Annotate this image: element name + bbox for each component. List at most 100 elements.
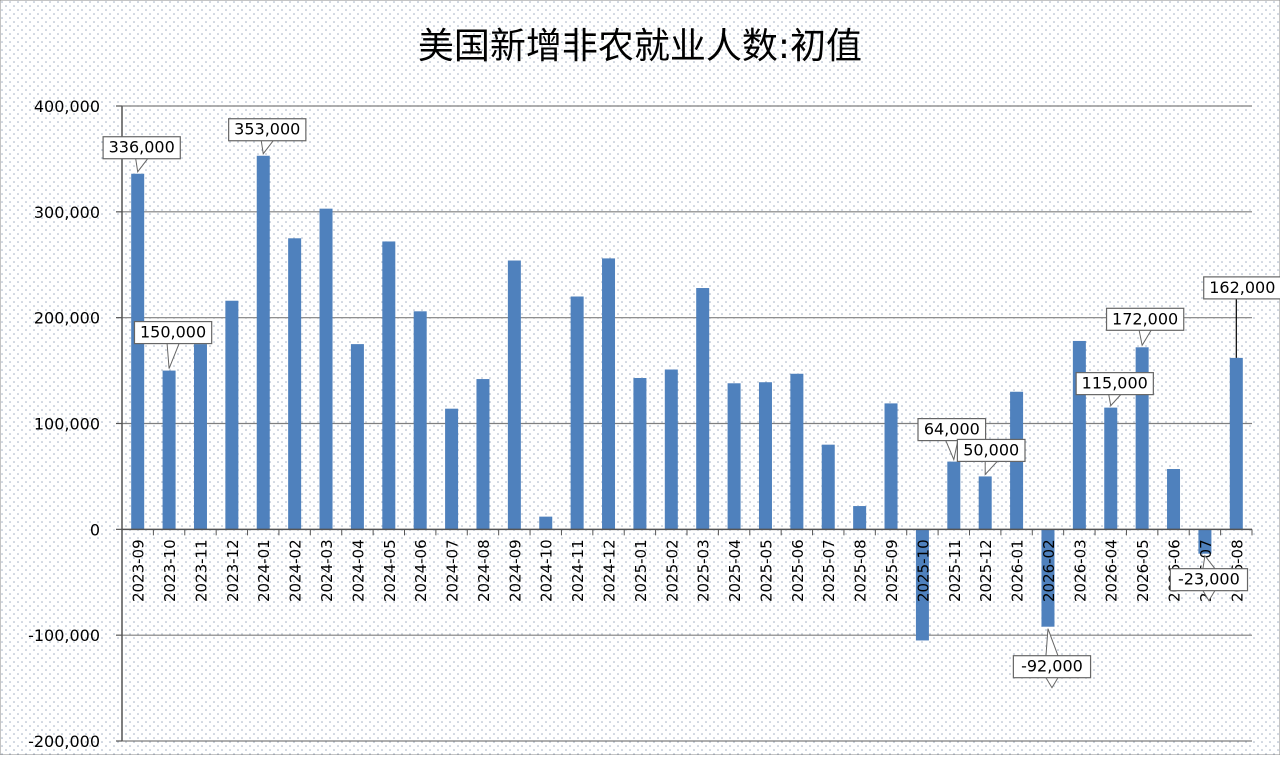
x-tick-label: 2025-01 [632, 539, 650, 602]
callout-2026-08: 162,000 [1203, 276, 1280, 358]
x-tick-label: 2024-03 [318, 539, 336, 602]
bar-2025-01 [633, 377, 647, 530]
bar-2025-12 [978, 476, 992, 530]
data-label: 172,000 [1112, 309, 1178, 328]
bar-2024-01 [256, 155, 270, 530]
callout-pointer [1045, 628, 1059, 656]
bar-2024-09 [507, 260, 521, 530]
bar-2024-10 [539, 516, 553, 530]
callout-pointer [1045, 677, 1059, 689]
callout-box [956, 438, 1026, 463]
bar-2025-08 [853, 506, 867, 530]
callout-box [1105, 307, 1185, 331]
y-tick-label: 0 [90, 520, 100, 539]
bar-2024-11 [570, 296, 584, 530]
bar-2026-04 [1104, 407, 1118, 530]
data-label: -92,000 [1021, 657, 1083, 676]
callout-pointer [1108, 394, 1122, 407]
x-tick-label: 2024-05 [381, 539, 399, 602]
x-tick-label: 2024-08 [475, 539, 493, 602]
callout-2025-11: 64,000 [917, 418, 987, 462]
callout-pointer [260, 140, 274, 155]
x-tick-label: 2026-05 [1134, 539, 1152, 602]
bar-2024-08 [476, 379, 490, 530]
data-label: 50,000 [963, 440, 1019, 459]
callout-2024-01: 353,000 [228, 118, 307, 155]
data-label: 150,000 [140, 323, 206, 342]
y-axis-tick-labels: -200,000 -100,000 0 100,000 200,000 300,000 40… [28, 97, 100, 751]
bar-2025-02 [664, 369, 678, 530]
y-tick-label: -100,000 [28, 626, 100, 645]
x-tick-label: 2025-02 [663, 539, 681, 602]
bar-2023-12 [225, 300, 239, 530]
x-tick-label: 2025-05 [757, 539, 775, 602]
x-tick-label: 2026-02 [1040, 539, 1058, 602]
bar-2024-07 [445, 408, 459, 530]
bar-2025-11 [947, 461, 961, 530]
x-axis-tick-labels: 2023-09 2023-10 2023-11 2023-12 2024-01 2024-… [130, 539, 1247, 602]
bar-2025-06 [790, 373, 804, 530]
bar-2024-03 [319, 208, 333, 530]
x-tick-label: 2024-10 [538, 539, 556, 602]
bar-2023-11 [193, 344, 207, 530]
callout-pointer [1138, 330, 1152, 347]
callout-box [1203, 276, 1280, 300]
bar-2026-03 [1072, 340, 1086, 530]
bars [131, 155, 1243, 641]
x-tick-label: 2025-03 [695, 539, 713, 602]
x-tick-label: 2025-07 [820, 539, 838, 602]
bar-2025-10 [915, 529, 929, 641]
bar-2025-07 [821, 444, 835, 530]
x-tick-label: 2024-06 [412, 539, 430, 602]
x-tick-label: 2023-10 [161, 539, 179, 602]
x-tick-label: 2024-04 [349, 539, 367, 602]
gridlines [122, 105, 1252, 742]
callout-2023-10: 150,000 [133, 320, 213, 369]
callout-2025-12: 50,000 [956, 438, 1026, 476]
callout-box [1169, 568, 1249, 592]
bar-2026-08 [1229, 357, 1243, 530]
x-tick-label: 2025-12 [977, 539, 995, 602]
data-label: 336,000 [109, 138, 175, 157]
callout-box [102, 136, 181, 160]
x-tick-label: 2023-12 [224, 539, 242, 602]
bar-2024-04 [350, 344, 364, 530]
callout-2026-07: -23,000 [1169, 554, 1249, 602]
data-label: 115,000 [1082, 374, 1148, 393]
bar-2024-12 [602, 258, 616, 530]
x-tick-label: 2025-11 [946, 539, 964, 602]
bar-2026-06 [1167, 469, 1181, 530]
bar-2025-09 [884, 403, 898, 530]
callout-2026-02: -92,000 [1012, 628, 1092, 689]
callout-2026-04: 115,000 [1075, 372, 1154, 407]
data-label: 162,000 [1209, 278, 1275, 297]
callout-pointer [984, 461, 998, 476]
data-label: -23,000 [1178, 570, 1240, 589]
callout-pointer [1202, 590, 1216, 602]
bar-2026-07 [1198, 529, 1212, 554]
x-tick-label: 2026-03 [1071, 539, 1089, 602]
x-tick-label: 2024-09 [506, 539, 524, 602]
bar-2026-02 [1041, 529, 1055, 627]
bar-2023-09 [131, 173, 145, 530]
bar-2024-06 [413, 311, 427, 530]
data-label: 64,000 [924, 420, 980, 439]
x-tick-label: 2024-12 [601, 539, 619, 602]
bar-2024-02 [288, 238, 302, 530]
callout-pointer [945, 440, 959, 462]
data-label: 353,000 [234, 120, 300, 139]
y-tick-label: 300,000 [34, 203, 100, 222]
x-tick-label: 2025-10 [914, 539, 932, 602]
x-tick-label: 2024-11 [569, 539, 587, 602]
callout-pointer [1202, 554, 1216, 569]
callout-box [917, 418, 987, 442]
x-tick-label: 2023-09 [130, 539, 148, 602]
callout-box [228, 118, 307, 142]
x-tick-label: 2025-06 [789, 539, 807, 602]
x-tick-label: 2025-08 [852, 539, 870, 602]
x-tick-label: 2025-04 [726, 539, 744, 602]
x-tick-label: 2025-09 [883, 539, 901, 602]
